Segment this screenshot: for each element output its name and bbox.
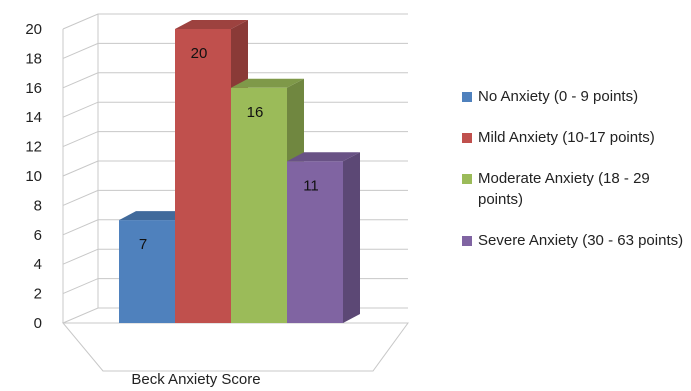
legend-label: No Anxiety (0 - 9 points) xyxy=(478,88,639,105)
bar xyxy=(175,29,231,323)
bar xyxy=(231,87,287,323)
data-label: 11 xyxy=(303,177,319,194)
legend-item: Moderate Anxiety (18 - 29 points) xyxy=(462,168,687,210)
data-label: 7 xyxy=(139,236,147,253)
legend: No Anxiety (0 - 9 points) Mild Anxiety (1… xyxy=(462,86,687,271)
legend-label: Moderate Anxiety (18 - 29 points) xyxy=(478,170,650,208)
legend-item: No Anxiety (0 - 9 points) xyxy=(462,86,687,107)
bar xyxy=(119,220,175,323)
bar-top xyxy=(119,211,192,221)
legend-swatch xyxy=(462,92,472,102)
y-tick-label: 6 xyxy=(34,227,42,244)
legend-swatch xyxy=(462,133,472,143)
floor xyxy=(61,322,409,372)
legend-label: Severe Anxiety (30 - 63 points) xyxy=(478,232,684,249)
legend-item: Mild Anxiety (10-17 points) xyxy=(462,127,687,148)
legend-item: Severe Anxiety (30 - 63 points) xyxy=(462,230,687,251)
y-tick-label: 18 xyxy=(25,50,42,67)
y-tick-label: 8 xyxy=(34,197,42,214)
legend-swatch xyxy=(462,174,472,184)
bar-top xyxy=(175,20,248,29)
bar-top xyxy=(287,152,360,162)
y-tick-label: 4 xyxy=(34,256,42,273)
y-tick-label: 2 xyxy=(34,286,42,303)
y-tick-label: 16 xyxy=(25,80,42,97)
y-tick-label: 20 xyxy=(25,21,42,38)
y-tick-label: 0 xyxy=(34,315,42,332)
y-tick-label: 14 xyxy=(25,109,42,126)
data-label: 16 xyxy=(247,104,264,121)
y-tick-label: 12 xyxy=(25,139,42,156)
bar-top xyxy=(231,78,304,88)
legend-label: Mild Anxiety (10-17 points) xyxy=(478,129,655,146)
bar xyxy=(287,161,343,323)
data-label: 20 xyxy=(191,45,208,62)
x-axis-label: Beck Anxiety Score xyxy=(131,371,260,388)
legend-swatch xyxy=(462,236,472,246)
y-tick-label: 10 xyxy=(25,168,42,185)
bar-side xyxy=(343,152,360,323)
